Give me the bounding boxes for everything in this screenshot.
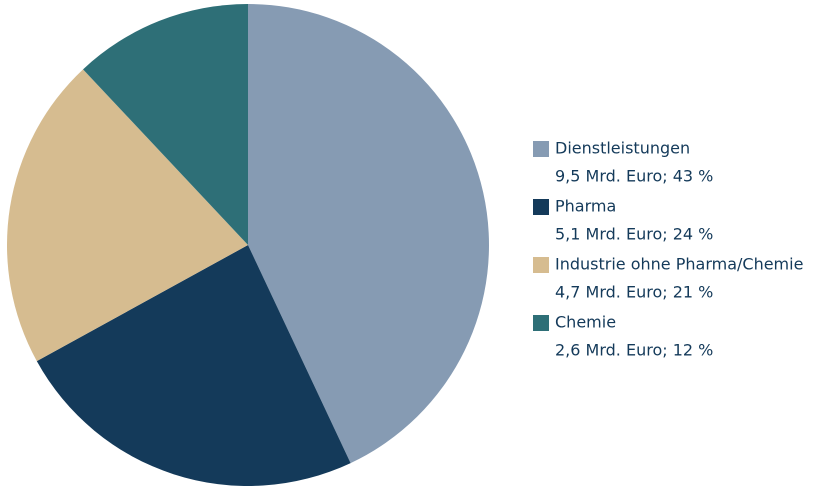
legend-label: Pharma bbox=[555, 197, 616, 216]
legend-swatch bbox=[533, 257, 549, 273]
legend-value: 4,7 Mrd. Euro; 21 % bbox=[555, 283, 713, 302]
legend-swatch bbox=[533, 199, 549, 215]
legend-label: Dienstleistungen bbox=[555, 139, 690, 158]
legend-value: 9,5 Mrd. Euro; 43 % bbox=[555, 167, 713, 186]
pie-slice bbox=[83, 4, 249, 245]
legend-label: Industrie ohne Pharma/Chemie bbox=[555, 255, 803, 274]
pie-slice bbox=[36, 245, 351, 486]
legend-swatch bbox=[533, 141, 549, 157]
pie-slice bbox=[7, 69, 249, 362]
legend-value: 2,6 Mrd. Euro; 12 % bbox=[555, 341, 713, 360]
legend-label: Chemie bbox=[555, 313, 616, 332]
legend-swatch bbox=[533, 315, 549, 331]
pie-slice bbox=[248, 4, 490, 464]
legend-value: 5,1 Mrd. Euro; 24 % bbox=[555, 225, 713, 244]
